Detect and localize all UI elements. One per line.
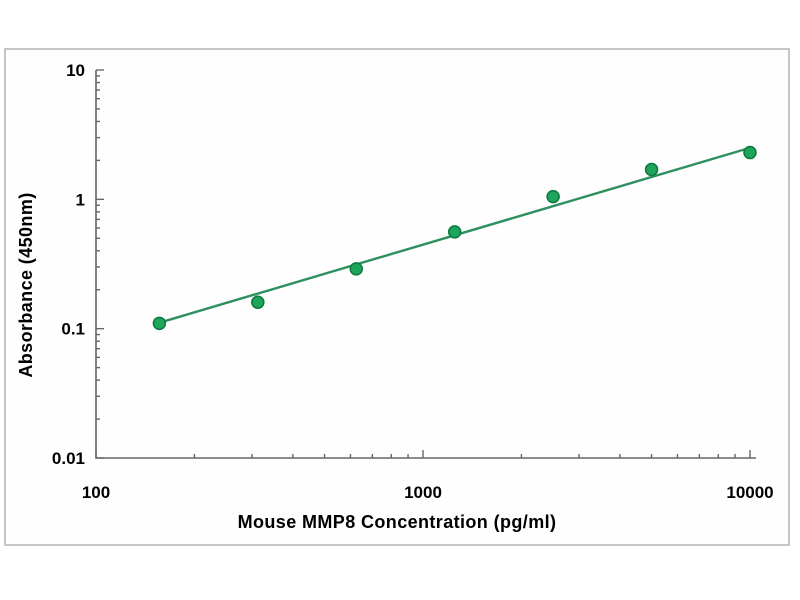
standard-curve-chart: 100 1000 10000 0.01 0.1 1 10 Mouse MMP8 Concen… bbox=[16, 61, 774, 532]
chart-frame: 100 1000 10000 0.01 0.1 1 10 Mouse MMP8 Concen… bbox=[4, 48, 790, 546]
y-tick-label: 0.1 bbox=[61, 320, 85, 339]
data-point bbox=[152, 316, 167, 331]
y-tick-label: 10 bbox=[66, 61, 85, 80]
x-tick-label: 1000 bbox=[404, 483, 442, 502]
data-point bbox=[349, 262, 364, 276]
x-tick-label: 10000 bbox=[726, 483, 773, 502]
x-tick-label: 100 bbox=[82, 483, 110, 502]
x-axis-title: Mouse MMP8 Concentration (pg/ml) bbox=[238, 512, 557, 532]
data-point bbox=[546, 189, 560, 204]
y-axis-title: Absorbance (450nm) bbox=[16, 192, 36, 377]
data-point bbox=[743, 145, 757, 160]
y-tick-label: 0.01 bbox=[52, 449, 85, 468]
data-point bbox=[447, 225, 462, 239]
data-point bbox=[644, 162, 659, 177]
data-point bbox=[251, 295, 265, 310]
y-tick-label: 1 bbox=[76, 190, 85, 209]
axes bbox=[95, 70, 756, 459]
